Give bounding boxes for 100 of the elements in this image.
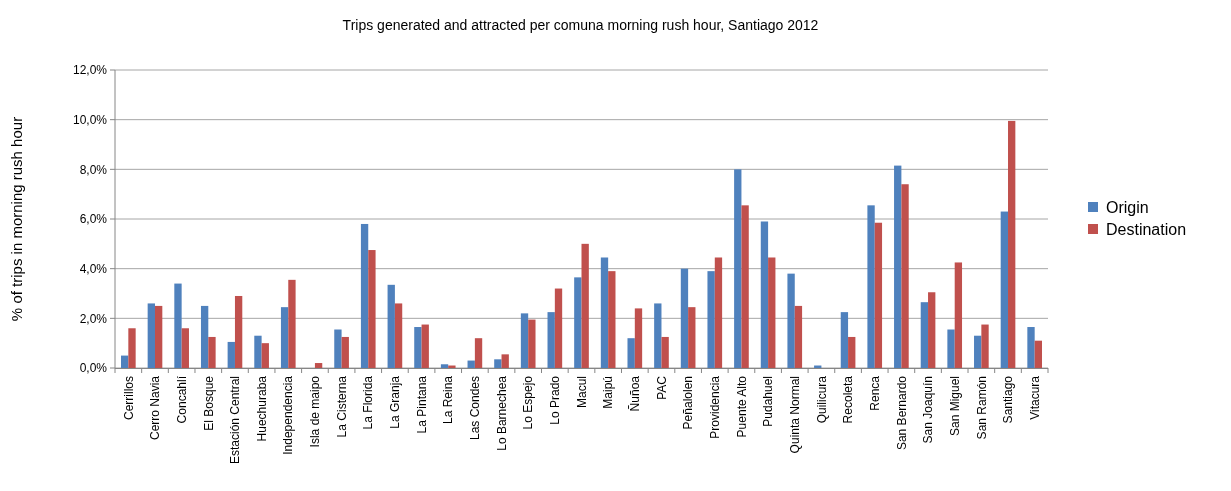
x-tick-label: Lo Espejo <box>521 375 536 430</box>
bar <box>554 288 563 368</box>
legend-label: Destination <box>1106 220 1187 238</box>
y-tick-label: 10,0% <box>72 112 108 127</box>
bar <box>208 336 216 368</box>
bar <box>741 205 749 368</box>
x-tick-label: Santiago <box>1001 375 1016 424</box>
x-tick-label: Recoleta <box>841 375 856 424</box>
x-tick-label: San Bernardo <box>894 375 909 451</box>
bar <box>768 257 776 368</box>
bar <box>414 327 422 368</box>
bar <box>688 307 696 368</box>
x-tick-label: Lo Barnechea <box>494 375 509 451</box>
bar <box>734 169 742 368</box>
bar <box>928 292 936 368</box>
bar <box>121 355 129 368</box>
x-tick-label: El Bosque <box>201 375 216 431</box>
x-tick-label: Cerrillos <box>121 376 136 421</box>
bar <box>254 335 262 368</box>
x-tick-label: San Miguel <box>947 376 962 437</box>
bar <box>680 268 689 368</box>
bar <box>787 273 795 368</box>
x-tick-label: Puente Alto <box>734 375 749 438</box>
bar <box>947 329 955 368</box>
bar <box>501 354 509 368</box>
bar <box>128 328 136 368</box>
bar <box>1008 120 1016 368</box>
bar <box>520 313 529 368</box>
bar <box>547 312 555 368</box>
bar <box>627 338 635 368</box>
x-tick-label: Providencia <box>707 375 722 439</box>
bar <box>981 324 989 368</box>
bar <box>368 250 376 368</box>
bar <box>440 364 449 368</box>
x-tick-label: Lo Prado <box>548 375 563 425</box>
bar <box>387 284 395 368</box>
bar <box>341 336 349 368</box>
bar <box>600 257 609 368</box>
x-tick-label: Maipú <box>601 376 616 409</box>
x-tick-label: Renca <box>867 375 882 411</box>
bar <box>974 335 982 368</box>
y-tick-label: 4,0% <box>79 261 108 276</box>
bar <box>261 343 269 368</box>
x-tick-label: Isla de maipo <box>308 375 323 448</box>
bar <box>234 295 243 368</box>
x-tick-label: La Florida <box>361 375 376 430</box>
bar <box>528 319 536 368</box>
x-tick-label: Concahlí <box>174 375 189 424</box>
bar <box>874 222 883 368</box>
bar <box>1000 211 1009 368</box>
y-tick-label: 12,0% <box>72 63 108 78</box>
bar <box>1034 340 1042 368</box>
x-tick-label: Vitacura <box>1027 375 1042 420</box>
x-tick-label: La Pintana <box>414 375 429 434</box>
bar <box>574 277 582 368</box>
bar <box>654 303 662 368</box>
x-tick-label: Estación Central <box>228 376 243 465</box>
bar <box>280 307 289 368</box>
bar <box>707 271 715 368</box>
bar <box>360 223 369 368</box>
bar <box>154 305 163 368</box>
bar <box>200 305 209 368</box>
y-tick-label: 2,0% <box>79 311 108 326</box>
bar <box>181 328 189 368</box>
bar <box>334 329 342 368</box>
bar <box>848 336 856 368</box>
bar <box>608 271 616 368</box>
bar <box>714 257 723 368</box>
bar <box>581 243 589 368</box>
x-tick-label: Pudahuel <box>761 376 776 427</box>
x-tick-label: Ñuñoa <box>628 375 643 412</box>
bar <box>901 184 909 368</box>
bar <box>867 205 875 368</box>
bar <box>394 303 403 368</box>
bar <box>421 324 429 368</box>
x-tick-label: PAC <box>654 375 669 400</box>
bar <box>954 262 963 368</box>
bar <box>794 305 803 368</box>
bar <box>1027 327 1035 368</box>
bar <box>227 341 235 368</box>
bar <box>314 363 323 368</box>
bar <box>760 221 769 368</box>
x-tick-label: San Joaquín <box>921 376 936 444</box>
y-tick-label: 8,0% <box>79 162 108 177</box>
y-axis-title: % of trips in morning rush hour <box>8 116 25 322</box>
x-tick-label: Huechuraba <box>254 375 269 442</box>
y-tick-label: 6,0% <box>79 212 108 227</box>
bar <box>174 283 182 368</box>
x-tick-label: La Cisterna <box>334 375 349 438</box>
x-tick-label: La Granja <box>388 375 403 429</box>
x-tick-label: Peñalolen <box>681 376 696 430</box>
bar <box>288 279 296 368</box>
x-tick-label: Quinta Normal <box>787 376 802 454</box>
bar <box>147 303 155 368</box>
bar <box>894 165 902 368</box>
legend-label: Origin <box>1106 198 1149 216</box>
x-tick-label: Independencia <box>281 375 296 455</box>
x-tick-label: San Ramón <box>974 376 989 440</box>
x-tick-label: Quilicura <box>814 375 829 424</box>
bar <box>661 336 669 368</box>
